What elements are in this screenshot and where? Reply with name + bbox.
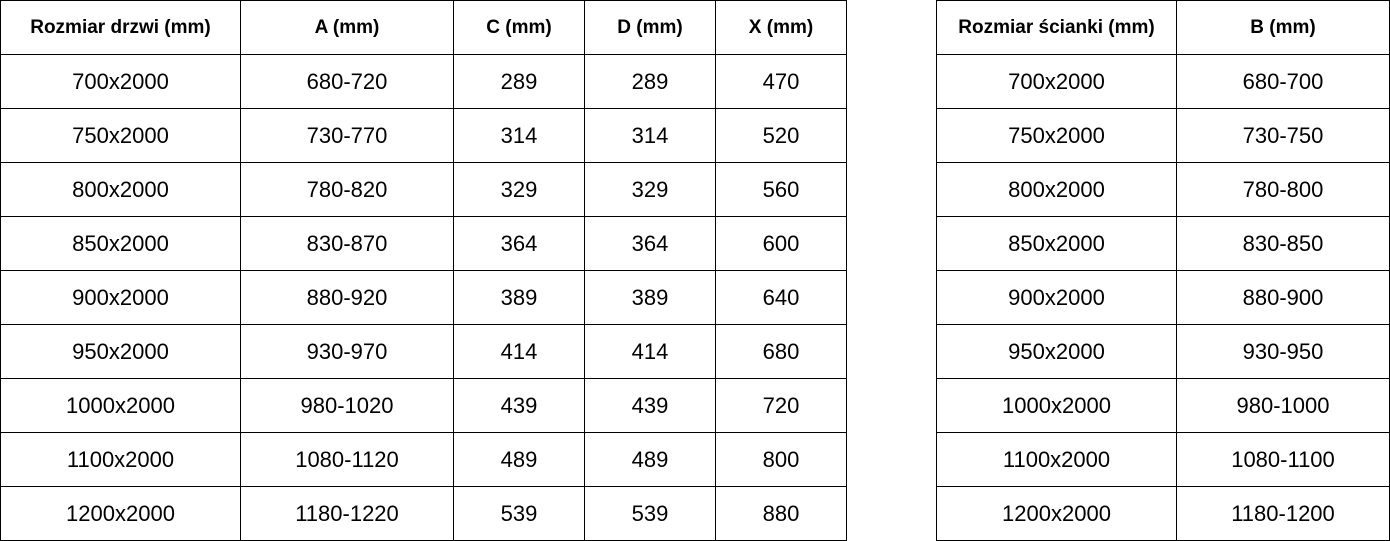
table-row: 700x2000 680-720 289 289 470 xyxy=(0,54,847,109)
table-header-row: Rozmiar drzwi (mm) A (mm) C (mm) D (mm) X (m… xyxy=(0,0,847,55)
table-cell: 314 xyxy=(584,108,716,163)
table-row: 1200x2000 1180-1220 539 539 880 xyxy=(0,486,847,541)
table-cell: 414 xyxy=(453,324,585,379)
table-cell: 850x2000 xyxy=(0,216,241,271)
table-cell: 1000x2000 xyxy=(936,378,1177,433)
table-cell: 439 xyxy=(584,378,716,433)
table-row: 850x2000 830-850 xyxy=(936,216,1390,271)
table-row: 850x2000 830-870 364 364 600 xyxy=(0,216,847,271)
table-cell: 800x2000 xyxy=(936,162,1177,217)
table-row: 950x2000 930-970 414 414 680 xyxy=(0,324,847,379)
table-cell: 930-950 xyxy=(1176,324,1390,379)
table-cell: 329 xyxy=(584,162,716,217)
table-cell: 730-770 xyxy=(240,108,454,163)
table-cell: 780-820 xyxy=(240,162,454,217)
table-cell: 950x2000 xyxy=(0,324,241,379)
table-cell: 1100x2000 xyxy=(936,432,1177,487)
table-cell: 750x2000 xyxy=(0,108,241,163)
table-cell: 539 xyxy=(453,486,585,541)
column-header: X (mm) xyxy=(715,0,847,55)
table-cell: 830-850 xyxy=(1176,216,1390,271)
table-cell: 389 xyxy=(453,270,585,325)
table-cell: 950x2000 xyxy=(936,324,1177,379)
table-cell: 539 xyxy=(584,486,716,541)
table-cell: 850x2000 xyxy=(936,216,1177,271)
table-cell: 680-720 xyxy=(240,54,454,109)
column-header: Rozmiar ścianki (mm) xyxy=(936,0,1177,55)
table-cell: 640 xyxy=(715,270,847,325)
table-cell: 289 xyxy=(584,54,716,109)
table-cell: 1200x2000 xyxy=(936,486,1177,541)
table-row: 1200x2000 1180-1200 xyxy=(936,486,1390,541)
table-cell: 980-1020 xyxy=(240,378,454,433)
table-cell: 800x2000 xyxy=(0,162,241,217)
table-row: 900x2000 880-900 xyxy=(936,270,1390,325)
table-cell: 900x2000 xyxy=(0,270,241,325)
table-cell: 489 xyxy=(453,432,585,487)
table-cell: 289 xyxy=(453,54,585,109)
table-row: 750x2000 730-770 314 314 520 xyxy=(0,108,847,163)
table-cell: 1080-1100 xyxy=(1176,432,1390,487)
table-cell: 329 xyxy=(453,162,585,217)
column-header: C (mm) xyxy=(453,0,585,55)
table-cell: 980-1000 xyxy=(1176,378,1390,433)
column-header: D (mm) xyxy=(584,0,716,55)
table-cell: 720 xyxy=(715,378,847,433)
column-header: B (mm) xyxy=(1176,0,1390,55)
table-cell: 880 xyxy=(715,486,847,541)
table-row: 1100x2000 1080-1100 xyxy=(936,432,1390,487)
table-cell: 700x2000 xyxy=(936,54,1177,109)
table-cell: 750x2000 xyxy=(936,108,1177,163)
table-cell: 1200x2000 xyxy=(0,486,241,541)
table-cell: 1100x2000 xyxy=(0,432,241,487)
table-cell: 700x2000 xyxy=(0,54,241,109)
column-header: Rozmiar drzwi (mm) xyxy=(0,0,241,55)
table-cell: 680-700 xyxy=(1176,54,1390,109)
table-row: 700x2000 680-700 xyxy=(936,54,1390,109)
table-cell: 414 xyxy=(584,324,716,379)
table-cell: 560 xyxy=(715,162,847,217)
table-cell: 520 xyxy=(715,108,847,163)
table-cell: 364 xyxy=(584,216,716,271)
table-cell: 489 xyxy=(584,432,716,487)
table-cell: 780-800 xyxy=(1176,162,1390,217)
table-row: 950x2000 930-950 xyxy=(936,324,1390,379)
door-dimensions-table: Rozmiar drzwi (mm) A (mm) C (mm) D (mm) X (m… xyxy=(0,0,847,541)
table-cell: 800 xyxy=(715,432,847,487)
table-row: 800x2000 780-800 xyxy=(936,162,1390,217)
table-cell: 1080-1120 xyxy=(240,432,454,487)
table-row: 750x2000 730-750 xyxy=(936,108,1390,163)
table-row: 900x2000 880-920 389 389 640 xyxy=(0,270,847,325)
table-cell: 880-920 xyxy=(240,270,454,325)
table-cell: 1180-1200 xyxy=(1176,486,1390,541)
table-cell: 364 xyxy=(453,216,585,271)
table-row: 1000x2000 980-1000 xyxy=(936,378,1390,433)
table-cell: 830-870 xyxy=(240,216,454,271)
table-cell: 900x2000 xyxy=(936,270,1177,325)
table-cell: 930-970 xyxy=(240,324,454,379)
wall-panel-dimensions-table: Rozmiar ścianki (mm) B (mm) 700x2000 680-7… xyxy=(936,0,1390,541)
table-cell: 1000x2000 xyxy=(0,378,241,433)
table-cell: 600 xyxy=(715,216,847,271)
table-cell: 680 xyxy=(715,324,847,379)
table-cell: 314 xyxy=(453,108,585,163)
table-cell: 880-900 xyxy=(1176,270,1390,325)
table-cell: 389 xyxy=(584,270,716,325)
table-row: 800x2000 780-820 329 329 560 xyxy=(0,162,847,217)
table-cell: 439 xyxy=(453,378,585,433)
column-header: A (mm) xyxy=(240,0,454,55)
table-row: 1000x2000 980-1020 439 439 720 xyxy=(0,378,847,433)
table-header-row: Rozmiar ścianki (mm) B (mm) xyxy=(936,0,1390,55)
table-cell: 730-750 xyxy=(1176,108,1390,163)
table-cell: 470 xyxy=(715,54,847,109)
table-row: 1100x2000 1080-1120 489 489 800 xyxy=(0,432,847,487)
table-cell: 1180-1220 xyxy=(240,486,454,541)
